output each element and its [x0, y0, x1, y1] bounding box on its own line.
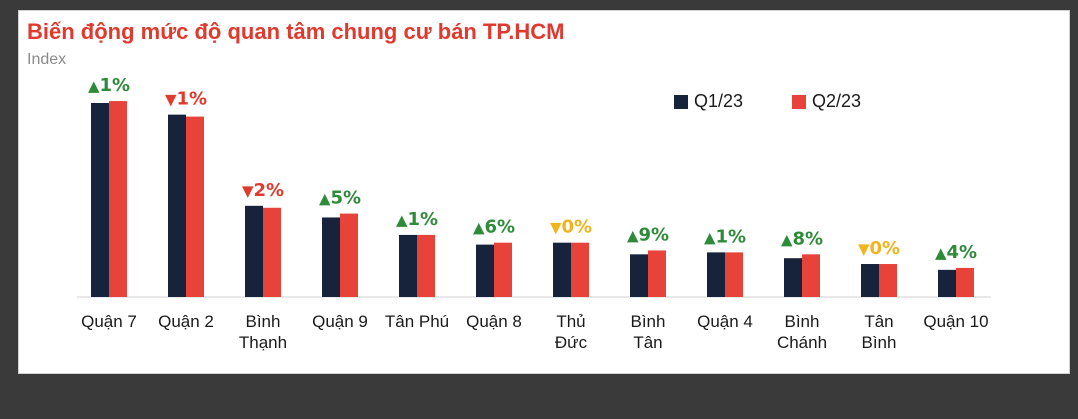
- bar-q2-4: [417, 234, 435, 297]
- bar-q1-4: [399, 234, 417, 297]
- change-arrow-icon: ▼: [550, 219, 562, 237]
- change-value: 1%: [407, 209, 438, 230]
- bar-q1-8: [707, 252, 725, 297]
- change-label-3: ▲5%: [319, 188, 361, 209]
- x-tick-label-line: Bình: [631, 312, 666, 331]
- x-tick-label-line: Bình: [862, 333, 897, 352]
- x-tick-label-line: Bình: [785, 312, 820, 331]
- x-tick-label-line: Đức: [555, 333, 588, 352]
- change-value: 1%: [715, 226, 746, 247]
- bar-q2-2: [263, 207, 281, 297]
- change-label-10: ▼0%: [858, 238, 900, 259]
- legend-swatch-q2: [792, 94, 806, 109]
- change-label-0: ▲1%: [88, 75, 130, 96]
- x-tick-label-2: Bình Thạnh: [239, 312, 287, 352]
- x-tick-label-line: Quận 2: [158, 312, 214, 331]
- change-label-7: ▲9%: [627, 224, 669, 245]
- x-tick-label-1: Quận 2: [158, 312, 214, 331]
- bar-q1-1: [168, 114, 186, 297]
- change-arrow-icon: ▼: [165, 91, 177, 109]
- legend-label-q2: Q2/23: [812, 91, 862, 111]
- x-tick-label-line: Quận 9: [312, 312, 368, 331]
- change-arrow-icon: ▲: [319, 190, 331, 208]
- bar-q2-10: [879, 264, 897, 297]
- chart-title: Biến động mức độ quan tâm chung cư bán T…: [27, 19, 565, 44]
- change-arrow-icon: ▲: [396, 211, 408, 229]
- change-label-6: ▼0%: [550, 217, 592, 238]
- x-tick-label-9: Bình Chánh: [777, 312, 827, 352]
- change-arrow-icon: ▲: [627, 226, 639, 244]
- bar-q2-6: [571, 242, 589, 297]
- bar-q1-5: [476, 244, 494, 297]
- y-axis-label: Index: [27, 51, 67, 68]
- change-value: 0%: [561, 217, 592, 238]
- x-tick-label-line: Bình: [246, 312, 281, 331]
- x-tick-label-4: Tân Phú: [385, 312, 449, 331]
- change-label-4: ▲1%: [396, 209, 438, 230]
- change-value: 9%: [638, 224, 669, 245]
- bar-q1-6: [553, 242, 571, 297]
- legend-item-q2: Q2/23: [792, 91, 861, 112]
- bar-q1-2: [245, 205, 263, 297]
- change-arrow-icon: ▲: [88, 77, 100, 95]
- bar-q2-0: [109, 101, 127, 297]
- bar-q1-0: [91, 103, 109, 297]
- change-arrow-icon: ▲: [935, 244, 947, 262]
- x-tick-label-line: Quận 8: [466, 312, 522, 331]
- x-tick-label-11: Quận 10: [923, 312, 988, 331]
- bar-q1-3: [322, 217, 340, 297]
- x-tick-label-10: Tân Bình: [862, 312, 897, 352]
- change-arrow-icon: ▼: [242, 182, 254, 200]
- x-tick-label-5: Quận 8: [466, 312, 522, 331]
- change-label-8: ▲1%: [704, 226, 746, 247]
- change-arrow-icon: ▲: [781, 230, 793, 248]
- change-value: 8%: [792, 228, 823, 249]
- bar-q2-3: [340, 213, 358, 297]
- change-value: 2%: [253, 180, 284, 201]
- bar-q2-7: [648, 250, 666, 297]
- x-tick-label-6: Thủ Đức: [555, 312, 588, 352]
- x-tick-label-line: Thủ: [556, 312, 585, 331]
- bar-q1-11: [938, 269, 956, 297]
- change-value: 4%: [946, 242, 977, 263]
- x-tick-label-line: Quận 10: [923, 312, 988, 331]
- change-arrow-icon: ▲: [704, 228, 716, 246]
- x-tick-label-8: Quận 4: [697, 312, 753, 331]
- x-tick-label-line: Tân: [864, 312, 893, 331]
- x-tick-label-line: Tân: [633, 333, 662, 352]
- change-value: 0%: [869, 238, 900, 259]
- change-label-5: ▲6%: [473, 217, 515, 238]
- change-arrow-icon: ▲: [473, 219, 485, 237]
- bar-q1-10: [861, 264, 879, 297]
- change-label-2: ▼2%: [242, 180, 284, 201]
- change-value: 5%: [330, 188, 361, 209]
- x-tick-label-7: Bình Tân: [631, 312, 666, 352]
- chart-frame: Quận 7 ▲1% Quận 2 ▼1% Bình Thạnh ▼2% Quận 9 ▲5% T…: [18, 10, 1070, 374]
- bar-q2-1: [186, 116, 204, 297]
- legend-item-q1: Q1/23: [674, 91, 743, 112]
- change-value: 6%: [484, 217, 515, 238]
- x-tick-label-line: Chánh: [777, 333, 827, 352]
- bar-q1-9: [784, 258, 802, 297]
- x-tick-label-0: Quận 7: [81, 312, 137, 331]
- x-tick-label-3: Quận 9: [312, 312, 368, 331]
- x-tick-label-line: Quận 4: [697, 312, 753, 331]
- chart-plot: Quận 7▲1%Quận 2▼1%Bình Thạnh▼2%Quận 9▲5%T…: [77, 75, 991, 352]
- bar-q2-11: [956, 267, 974, 297]
- x-tick-label-line: Quận 7: [81, 312, 137, 331]
- bar-q1-7: [630, 254, 648, 297]
- change-value: 1%: [176, 89, 207, 110]
- bar-q2-9: [802, 254, 820, 297]
- change-value: 1%: [99, 75, 130, 96]
- bar-q2-8: [725, 252, 743, 297]
- change-label-9: ▲8%: [781, 228, 823, 249]
- change-label-11: ▲4%: [935, 242, 977, 263]
- change-label-1: ▼1%: [165, 89, 207, 110]
- change-arrow-icon: ▼: [858, 240, 870, 258]
- bar-q2-5: [494, 242, 512, 297]
- legend-label-q1: Q1/23: [694, 91, 744, 111]
- x-tick-label-line: Thạnh: [239, 333, 287, 352]
- x-tick-label-line: Tân Phú: [385, 312, 449, 331]
- legend-swatch-q1: [674, 94, 688, 109]
